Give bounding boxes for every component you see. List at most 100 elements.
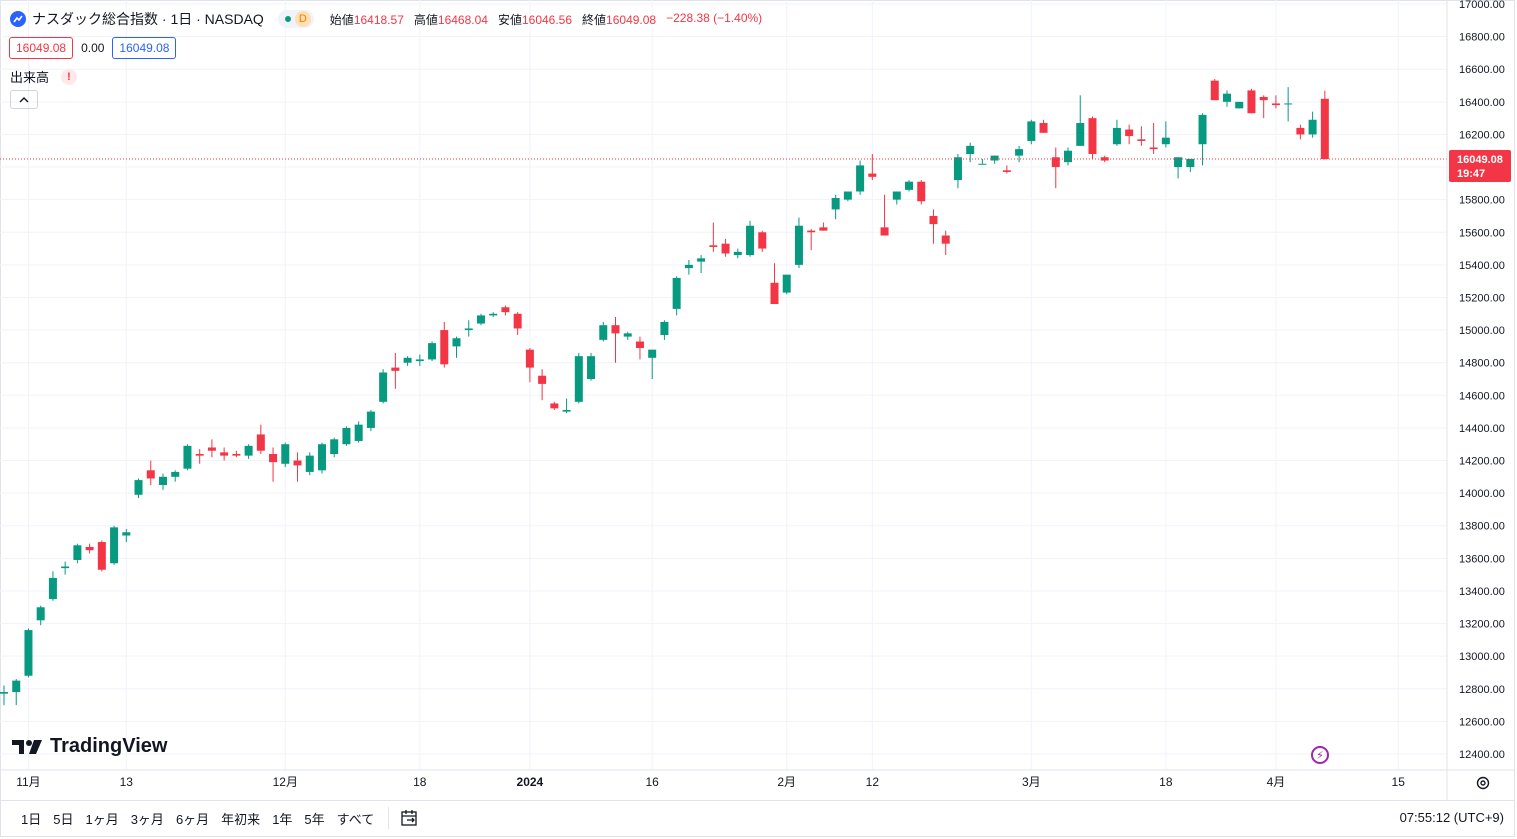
price-axis[interactable]: 12400.00 12600.00 12800.00 13000.00 13200.00… <box>1459 0 1505 761</box>
candle-body <box>843 191 852 200</box>
candle-body <box>1002 170 1011 172</box>
candle-body <box>1125 129 1134 137</box>
range-button-7[interactable]: 5年 <box>304 811 325 827</box>
candle <box>611 317 620 363</box>
candle <box>403 356 412 366</box>
candle <box>1076 95 1085 146</box>
candle <box>354 421 363 443</box>
candle <box>1235 101 1244 109</box>
candle <box>966 142 975 163</box>
candle <box>1284 87 1293 122</box>
candle-body <box>391 367 400 371</box>
warning-icon[interactable]: ! <box>61 68 78 85</box>
candle-body <box>281 444 290 464</box>
candle-body <box>1088 118 1097 154</box>
range-button-2[interactable]: 1ヶ月 <box>85 811 119 827</box>
x-tick-label: 18 <box>413 775 427 789</box>
y-tick-label: 13000.00 <box>1459 651 1505 663</box>
candle-body <box>758 232 767 249</box>
candle <box>244 444 253 459</box>
candle-body <box>110 527 119 564</box>
candle-body <box>1210 80 1219 101</box>
range-button-8[interactable]: すべて <box>336 811 375 827</box>
gear-icon[interactable] <box>1475 775 1491 791</box>
candle-body <box>868 173 877 177</box>
candle-body <box>220 452 229 456</box>
candle-body <box>721 243 730 254</box>
candle-body <box>207 447 216 451</box>
candle-body <box>183 445 192 469</box>
date-range-icon[interactable] <box>399 808 419 828</box>
range-button-3[interactable]: 3ヶ月 <box>130 811 164 827</box>
x-tick-label: 4月 <box>1267 775 1286 789</box>
volume-indicator[interactable]: 出来高 ! <box>10 67 78 86</box>
candle-body <box>489 313 498 316</box>
range-button-1[interactable]: 5日 <box>53 811 74 827</box>
open-label: 始値 <box>329 12 354 27</box>
y-tick-label: 13200.00 <box>1459 619 1505 631</box>
candle <box>856 160 865 195</box>
range-button-5[interactable]: 年初来 <box>221 811 261 827</box>
candle <box>24 628 33 678</box>
sell-price-button[interactable]: 16049.08 <box>9 37 74 59</box>
candle-body <box>293 460 302 466</box>
candles <box>0 79 1329 706</box>
candle <box>1223 90 1231 107</box>
candle-body <box>1076 123 1085 146</box>
y-tick-label: 14400.00 <box>1459 423 1505 435</box>
y-tick-label: 14800.00 <box>1459 358 1505 370</box>
candle-body <box>746 225 755 256</box>
open-value: 16418.57 <box>353 12 404 27</box>
candle-body <box>501 307 510 313</box>
y-tick-label: 15400.00 <box>1459 260 1505 272</box>
range-buttons: 1日 5日 1ヶ月 3ヶ月 6ヶ月 年初来 1年 5年 すべて <box>15 809 380 828</box>
grid <box>0 0 1447 770</box>
high-label: 高値 <box>413 12 438 27</box>
symbol-title[interactable]: ナスダック総合指数 · 1日 · NASDAQ <box>32 11 264 27</box>
candle <box>562 398 571 414</box>
candle <box>110 525 119 565</box>
candle-body <box>1174 157 1183 168</box>
lightning-icon[interactable]: ⚡ <box>1311 746 1329 764</box>
candle-body <box>538 375 547 384</box>
candle <box>868 154 877 181</box>
collapse-legend-button[interactable] <box>10 90 38 109</box>
candle <box>758 230 767 252</box>
market-status-pill[interactable]: D <box>277 10 314 28</box>
candle-body <box>134 480 143 495</box>
candle <box>709 222 718 252</box>
candle-body <box>807 230 816 233</box>
x-tick-label: 12月 <box>273 775 298 789</box>
buy-price-button[interactable]: 16049.08 <box>112 37 177 59</box>
ohlc-values: 始値16418.57 高値16468.04 安値16046.56 終値16049… <box>330 11 762 28</box>
x-tick-label: 3月 <box>1022 775 1041 789</box>
candle-body <box>709 245 718 247</box>
candle <box>1186 158 1195 172</box>
candle <box>342 426 351 446</box>
last-price-value: 16049.08 <box>1457 154 1503 166</box>
clock[interactable]: 07:55:12 (UTC+9) <box>1399 810 1504 825</box>
range-button-0[interactable]: 1日 <box>21 811 42 827</box>
candle-body <box>1161 137 1170 145</box>
y-tick-label: 12800.00 <box>1459 684 1505 696</box>
candle <box>195 449 204 464</box>
y-tick-label: 15600.00 <box>1459 227 1505 239</box>
y-tick-label: 13600.00 <box>1459 553 1505 565</box>
candle <box>623 331 632 340</box>
candle-body <box>905 181 914 190</box>
candle <box>73 543 82 564</box>
volume-label: 出来高 <box>10 70 50 85</box>
x-tick-label: 18 <box>1159 775 1173 789</box>
candle <box>1259 95 1268 119</box>
candle <box>183 444 192 471</box>
time-axis[interactable]: 11月 13 12月 18 2024 16 2月 12 3月 18 4月 15 <box>16 775 1405 789</box>
candle-body <box>36 607 45 621</box>
candle <box>1149 123 1158 154</box>
range-button-4[interactable]: 6ヶ月 <box>175 811 210 827</box>
candle <box>440 321 449 368</box>
range-button-6[interactable]: 1年 <box>272 811 293 827</box>
price-chart[interactable]: 12400.00 12600.00 12800.00 13000.00 13200.00… <box>0 0 1517 800</box>
candle <box>1039 119 1048 133</box>
tradingview-logo[interactable]: TradingView <box>12 735 167 758</box>
